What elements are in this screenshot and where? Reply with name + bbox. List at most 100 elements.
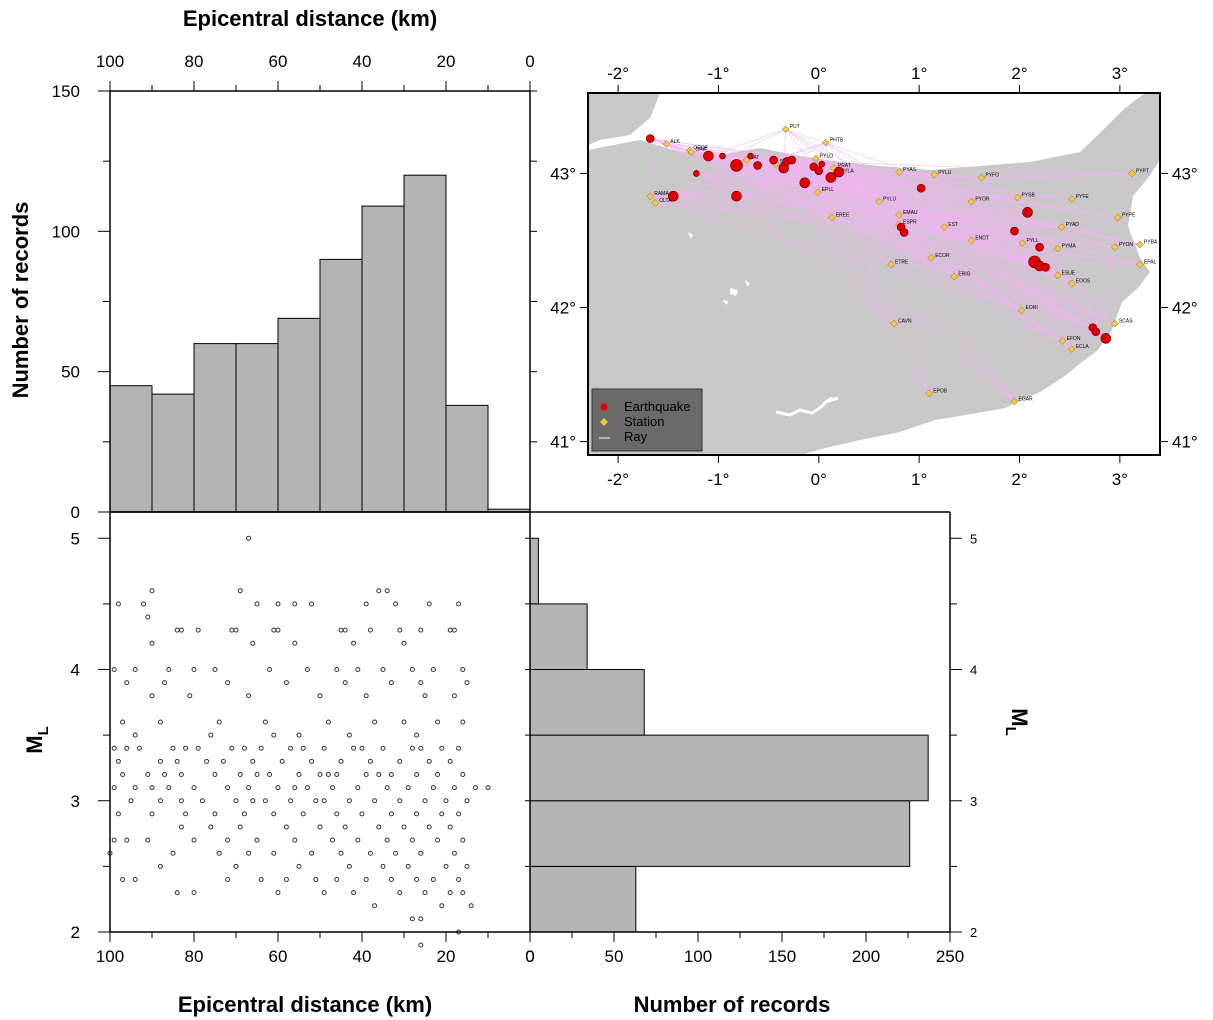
scatter-point-96 xyxy=(418,745,424,751)
scatter-point-175 xyxy=(178,824,184,830)
ray-294 xyxy=(785,128,1040,267)
ray-262 xyxy=(934,174,1015,232)
scatter-point-110 xyxy=(120,772,126,777)
scatter-point-79 xyxy=(136,745,142,751)
ray-105 xyxy=(773,159,1132,174)
ray-323 xyxy=(931,257,1093,328)
scatter-point-203 xyxy=(367,850,373,856)
ray-146 xyxy=(791,159,1015,402)
scatter-point-202 xyxy=(338,850,344,856)
scatter-point-35 xyxy=(191,667,197,672)
legend-station-label: Station xyxy=(624,414,664,429)
scatter-point-159 xyxy=(178,798,184,804)
station-label-6: PUT xyxy=(790,124,800,130)
station-marker-17 xyxy=(875,197,883,206)
ray-62 xyxy=(736,195,900,216)
scatter-point-8 xyxy=(292,601,298,607)
scatter-point-148 xyxy=(199,798,205,804)
scatter-point-66 xyxy=(262,719,268,725)
scatter-point-143 xyxy=(472,785,478,791)
scatter-point-192 xyxy=(330,837,336,843)
magnitude-bar-4 xyxy=(529,603,588,670)
count-tick-label: 0 xyxy=(71,503,80,522)
scatter-point-190 xyxy=(254,837,260,843)
scatter-point-165 xyxy=(212,811,218,817)
scatter-point-16 xyxy=(174,627,180,633)
earthquake-marker-18 xyxy=(833,166,845,178)
scatter-point-74 xyxy=(296,732,302,738)
scatter-point-146 xyxy=(128,798,134,804)
station-marker-39 xyxy=(890,319,898,328)
scatter-point-62 xyxy=(451,693,457,699)
scatter-point-158 xyxy=(464,798,470,804)
ray-275 xyxy=(1039,198,1072,248)
legend-station-symbol xyxy=(600,418,608,426)
distance-bar-4 xyxy=(277,317,321,513)
scatter-point-7 xyxy=(275,601,281,607)
station-label-33: ETRE xyxy=(895,260,909,266)
scatter-point-195 xyxy=(409,837,415,843)
earthquake-marker-1 xyxy=(667,190,679,202)
scatter-point-30 xyxy=(149,640,155,646)
earthquake-marker-17 xyxy=(825,172,837,183)
magnitude-bar-1 xyxy=(529,800,911,867)
ml-left-sub: L xyxy=(35,726,52,735)
scatter-point-26 xyxy=(397,627,403,633)
scatter-point-109 xyxy=(309,758,315,764)
scatter-point-52 xyxy=(342,680,348,686)
bottom-right-x-axis-title: Number of records xyxy=(634,992,831,1017)
scatter-point-170 xyxy=(359,811,365,817)
station-marker-4 xyxy=(651,199,660,207)
scatter-point-92 xyxy=(183,745,189,751)
scatter-point-76 xyxy=(414,732,420,738)
ray-236 xyxy=(900,226,1015,402)
ml-left-label: ML xyxy=(22,726,52,754)
distance-bar-8 xyxy=(445,404,489,513)
earthquake-marker-23 xyxy=(1010,226,1019,236)
count-tick-label: 50 xyxy=(61,363,80,382)
scatter-point-56 xyxy=(149,693,155,699)
scatter-point-90 xyxy=(456,745,462,751)
map-top-tick-label: -1° xyxy=(707,64,729,83)
map-earthquakes xyxy=(645,134,1112,344)
count-bottom-tick-label: 200 xyxy=(852,947,880,966)
ray-331 xyxy=(1017,197,1097,332)
scatter-point-236 xyxy=(447,890,453,896)
ray-255 xyxy=(1027,212,1058,249)
scatter-point-71 xyxy=(460,719,466,725)
scatter-point-180 xyxy=(342,824,348,830)
scatter-point-88 xyxy=(409,745,415,751)
station-label-43: EPOB xyxy=(933,388,948,394)
station-label-38: EORI xyxy=(1026,305,1038,311)
bottom-distance-tick-label: 60 xyxy=(269,947,288,966)
station-label-24: ESPR xyxy=(903,219,917,225)
count-tick-label: 100 xyxy=(52,222,80,241)
scatter-point-47 xyxy=(460,667,466,672)
ml-right-sub: L xyxy=(1002,727,1019,736)
station-marker-32 xyxy=(927,254,936,262)
scatter-point-216 xyxy=(464,863,470,869)
legend-earthquake-label: Earthquake xyxy=(624,399,691,414)
scatter-point-100 xyxy=(250,758,256,764)
scatter-point-177 xyxy=(237,824,243,830)
map-legend: Earthquake Station Ray xyxy=(591,388,703,452)
station-marker-26 xyxy=(967,236,976,245)
distance-magnitude-scatter xyxy=(107,535,491,948)
scatter-point-230 xyxy=(191,890,197,896)
scatter-point-97 xyxy=(115,758,121,764)
scatter-point-128 xyxy=(111,785,117,791)
legend-box xyxy=(591,388,703,452)
ml-left-tick-label: 2 xyxy=(71,923,80,942)
ray-206 xyxy=(838,171,982,178)
count-tick-label: 150 xyxy=(52,82,80,101)
station-label-4: OLTA xyxy=(659,198,672,204)
legend-earthquake-symbol xyxy=(600,403,608,411)
scatter-point-204 xyxy=(393,850,399,856)
ray-283 xyxy=(825,142,1035,263)
scatter-point-6 xyxy=(254,601,260,607)
station-label-7: PHTB xyxy=(830,138,844,144)
scatter-point-118 xyxy=(334,772,340,777)
earthquake-marker-4 xyxy=(730,159,743,172)
scatter-point-173 xyxy=(439,811,445,817)
map-bottom-tick-label: 1° xyxy=(911,470,927,489)
